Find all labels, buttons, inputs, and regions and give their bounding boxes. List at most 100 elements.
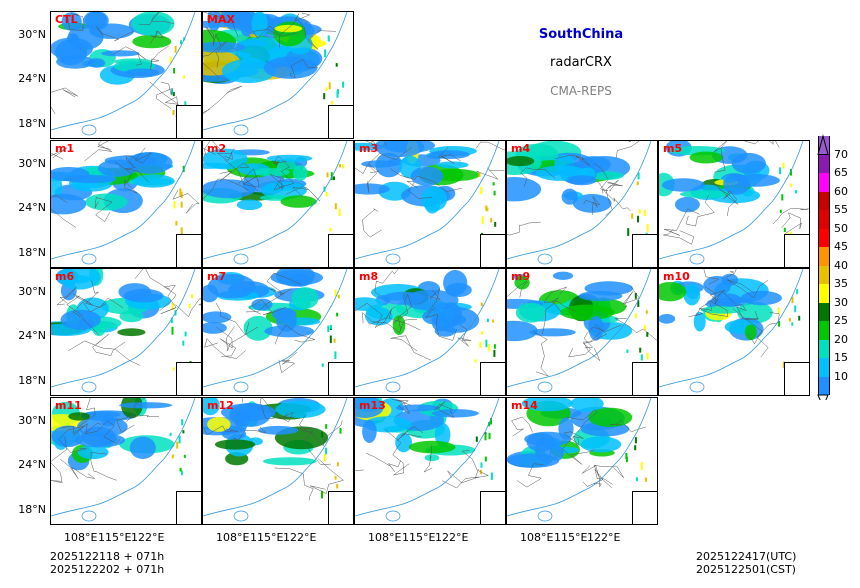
- hainan-island: [537, 253, 553, 265]
- map-panel-m11: m11: [50, 397, 202, 525]
- map-field: [203, 398, 348, 522]
- coastline: [507, 398, 652, 517]
- map-field: [51, 12, 196, 136]
- radar-echo-field: [203, 398, 342, 499]
- coastline: [507, 141, 652, 260]
- lon-tick-label: 108°E: [520, 531, 554, 544]
- colorbar-segment: [818, 302, 830, 321]
- south-china-sea-inset: [784, 234, 809, 267]
- province-borders: [203, 12, 336, 114]
- colorbar-level-label: 60: [834, 184, 848, 198]
- south-china-sea-inset: [632, 362, 657, 395]
- coastline: [659, 269, 804, 388]
- map-field: [51, 398, 196, 522]
- map-field: [355, 269, 500, 393]
- coastline: [355, 398, 500, 517]
- map-field: [507, 141, 652, 265]
- map-panel-m8: m8: [354, 268, 506, 396]
- colorbar-level-label: 70: [834, 147, 848, 161]
- panel-label: m2: [207, 142, 227, 155]
- coastline: [203, 141, 348, 260]
- panel-label: MAX: [207, 13, 235, 26]
- hainan-island: [81, 381, 97, 393]
- valid-time-cst: 2025122501(CST): [696, 563, 796, 576]
- hainan-island: [385, 253, 401, 265]
- colorbar-segment: [818, 358, 830, 377]
- colorbar-level-label: 15: [834, 351, 848, 364]
- panel-label: m3: [359, 142, 379, 155]
- colorbar-level-label: 55: [834, 203, 848, 216]
- lon-tick-label: 108°E: [216, 531, 250, 544]
- hainan-island: [385, 510, 401, 522]
- colorbar-segment: [818, 339, 830, 358]
- south-china-sea-inset: [480, 491, 505, 524]
- map-panel-max: MAX: [202, 11, 354, 139]
- map-field: [507, 398, 652, 522]
- radar-echo-field: [203, 269, 340, 367]
- hainan-island: [233, 124, 249, 136]
- panel-label: m6: [55, 270, 75, 283]
- hainan-island: [81, 253, 97, 265]
- colorbar-segment: [818, 376, 830, 395]
- province-borders: [355, 141, 505, 238]
- south-china-sea-inset: [328, 234, 353, 267]
- coastline: [355, 269, 500, 388]
- colorbar-level-label: 50: [834, 221, 848, 235]
- hainan-island: [81, 124, 97, 136]
- panel-label: m8: [359, 270, 379, 283]
- colorbar-segment: [818, 284, 830, 303]
- province-borders: [203, 141, 321, 202]
- south-china-sea-inset: [328, 362, 353, 395]
- colorbar-segment: [818, 191, 830, 210]
- lon-tick-label: 122°E: [131, 531, 165, 544]
- radar-echo-field: [51, 152, 189, 241]
- coastline: [659, 141, 804, 260]
- colorbar-level-label: 35: [834, 277, 848, 290]
- colorbar-segment: [818, 154, 830, 173]
- colorbar-segment: [818, 265, 830, 284]
- lat-tick-label: 24°N: [18, 72, 46, 85]
- map-panel-m6: m6: [50, 268, 202, 396]
- radar-echo-field: [355, 270, 496, 363]
- coastline: [203, 12, 348, 131]
- panel-label: m9: [511, 270, 531, 283]
- south-china-sea-inset: [784, 362, 809, 395]
- map-panel-m3: m3: [354, 140, 506, 268]
- hainan-island: [689, 253, 705, 265]
- hainan-island: [81, 510, 97, 522]
- lat-tick-label: 18°N: [18, 503, 46, 516]
- lat-tick-label: 24°N: [18, 458, 46, 471]
- province-borders: [355, 269, 472, 361]
- colorbar-level-label: 25: [834, 314, 848, 327]
- south-china-sea-inset: [480, 234, 505, 267]
- map-panel-m9: m9: [506, 268, 658, 396]
- lon-tick-label: 122°E: [435, 531, 469, 544]
- map-panel-m10: m10: [658, 268, 810, 396]
- colorbar-segment: [818, 321, 830, 340]
- colorbar-level-label: 40: [834, 258, 848, 272]
- lon-tick-label: 108°E: [368, 531, 402, 544]
- panel-label: m7: [207, 270, 227, 283]
- map-field: [51, 269, 201, 393]
- map-panel-m12: m12: [202, 397, 354, 525]
- region-title: SouthChina: [538, 27, 624, 42]
- map-field: [659, 141, 809, 265]
- province-borders: [355, 399, 490, 489]
- south-china-sea-inset: [328, 105, 353, 138]
- province-borders: [203, 398, 345, 501]
- map-panel-m7: m7: [202, 268, 354, 396]
- south-china-sea-inset: [480, 362, 505, 395]
- lon-tick-label: 115°E: [402, 531, 436, 544]
- radar-echo-field: [507, 271, 649, 361]
- radar-echo-field: [659, 273, 801, 372]
- panel-label: m14: [511, 399, 538, 412]
- south-china-sea-inset: [176, 491, 201, 524]
- valid-time-utc: 2025122417(UTC): [696, 550, 797, 563]
- lon-tick-label: 122°E: [283, 531, 317, 544]
- map-field: [51, 141, 200, 265]
- hainan-island: [233, 253, 249, 265]
- lat-tick-label: 30°N: [18, 157, 46, 170]
- colorbar-level-label: 20: [834, 332, 848, 346]
- hainan-island: [537, 510, 553, 522]
